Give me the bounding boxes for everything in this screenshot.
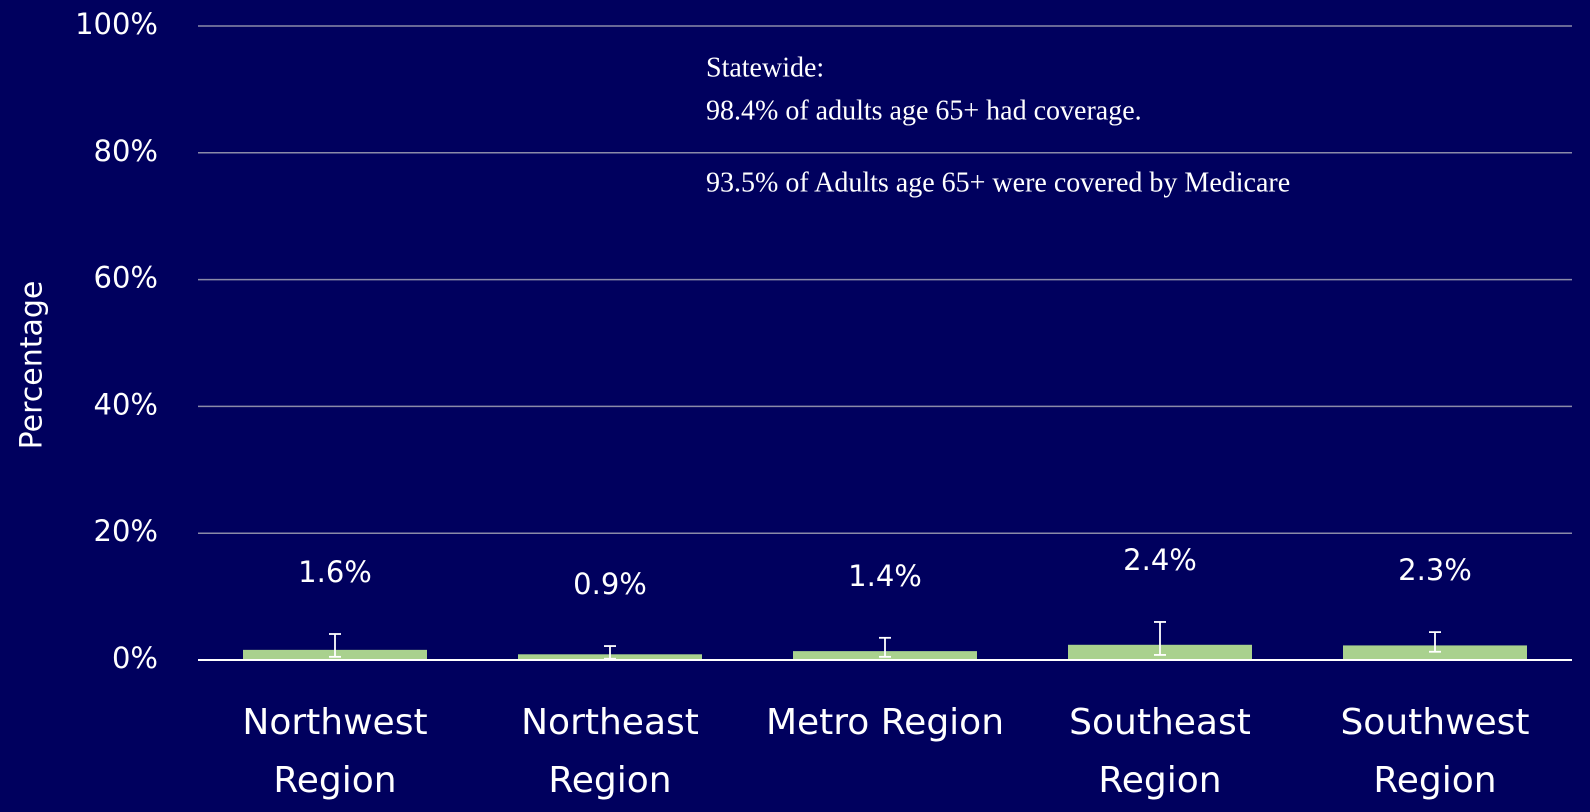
y-tick-label: 100% [75, 7, 158, 41]
y-tick-label: 60% [94, 261, 158, 295]
value-label: 2.3% [1398, 553, 1472, 587]
y-tick-label: 40% [94, 387, 158, 421]
y-tick-label: 20% [94, 514, 158, 548]
error-bar [879, 636, 891, 658]
y-axis-label: Percentage [15, 281, 50, 450]
x-tick-label: Metro Region [765, 702, 1005, 743]
annotation: 98.4% of adults age 65+ had coverage. [706, 95, 1142, 126]
error-bar [1429, 631, 1441, 653]
x-tick-label: Southeast Region [1069, 702, 1251, 801]
error-bar [329, 633, 341, 658]
value-label: 0.9% [573, 567, 647, 601]
x-tick-label: Northeast Region [521, 702, 699, 801]
error-bar [1154, 621, 1166, 656]
y-tick-label: 80% [94, 134, 158, 168]
x-tick-label: Northwest Region [242, 702, 428, 801]
y-tick-label: 0% [112, 641, 158, 675]
value-label: 1.4% [848, 559, 922, 593]
value-label: 1.6% [298, 555, 372, 589]
value-label: 2.4% [1123, 543, 1197, 577]
bar [1343, 645, 1527, 660]
annotation: 93.5% of Adults age 65+ were covered by … [706, 167, 1290, 198]
x-tick-label: Southwest Region [1340, 702, 1530, 801]
annotation: Statewide: [706, 52, 824, 83]
error-bar [604, 645, 616, 660]
